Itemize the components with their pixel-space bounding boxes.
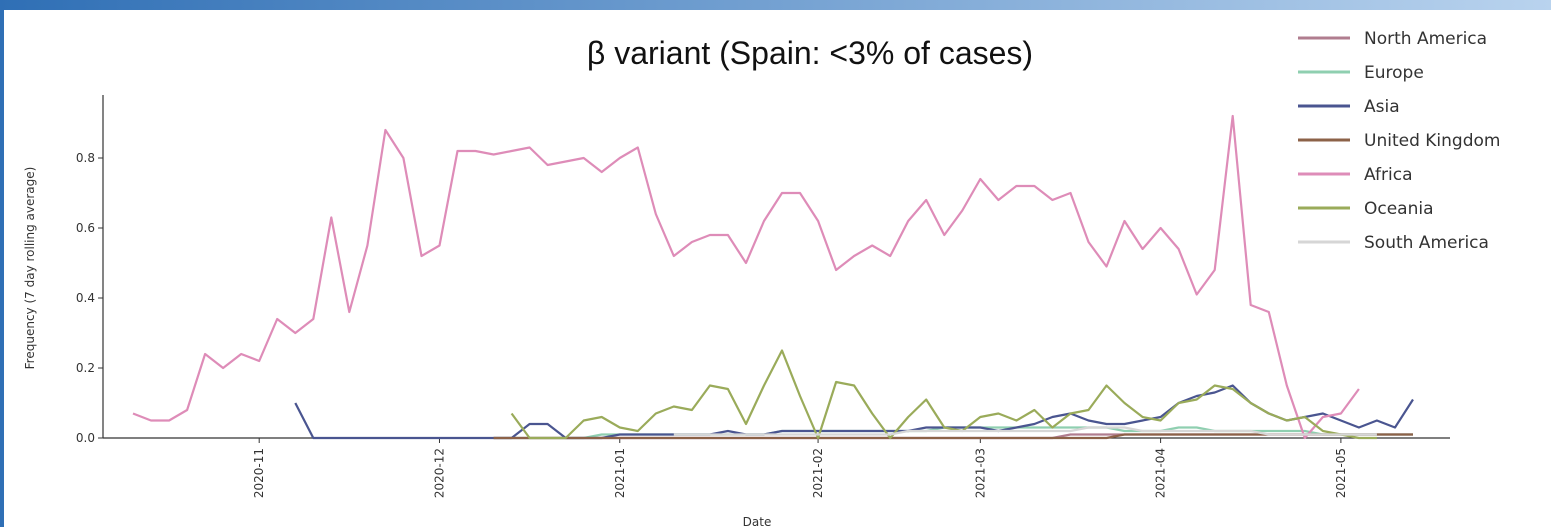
y-axis-label: Frequency (7 day rolling average) bbox=[23, 167, 37, 370]
series-line bbox=[132, 114, 1360, 440]
series-line bbox=[510, 349, 1377, 440]
x-axis-label: Date bbox=[743, 515, 772, 527]
x-tick-label: 2020-11 bbox=[252, 448, 266, 498]
x-tick-label: 2021-05 bbox=[1334, 448, 1348, 498]
x-tick-label: 2020-12 bbox=[432, 448, 446, 498]
left-bar bbox=[0, 10, 4, 527]
legend-label: Africa bbox=[1364, 165, 1413, 185]
plot: 0.0 0.2 0.4 0.6 0.8 2020-11 2020-12 2021-01 2021… bbox=[76, 29, 1501, 498]
x-tick-label: 2021-04 bbox=[1154, 448, 1168, 498]
x-tick-label: 2021-01 bbox=[613, 448, 627, 498]
top-bar bbox=[0, 0, 1551, 10]
legend-label: South America bbox=[1364, 233, 1489, 253]
legend-label: United Kingdom bbox=[1364, 131, 1500, 151]
legend-label: Asia bbox=[1364, 97, 1400, 117]
x-tick-label: 2021-02 bbox=[811, 448, 825, 498]
y-tick-label: 0.2 bbox=[76, 361, 95, 375]
legend-label: Europe bbox=[1364, 63, 1424, 83]
y-tick-label: 0.4 bbox=[76, 291, 95, 305]
y-tick-label: 0.8 bbox=[76, 151, 95, 165]
legend-label: Oceania bbox=[1364, 199, 1434, 219]
y-tick-label: 0.0 bbox=[76, 431, 95, 445]
series-line bbox=[493, 433, 1413, 440]
x-tick-label: 2021-03 bbox=[973, 448, 987, 498]
chart-title: β variant (Spain: <3% of cases) bbox=[587, 35, 1033, 71]
series-line bbox=[673, 426, 1377, 436]
y-tick-label: 0.6 bbox=[76, 221, 95, 235]
legend-label: North America bbox=[1364, 29, 1487, 49]
